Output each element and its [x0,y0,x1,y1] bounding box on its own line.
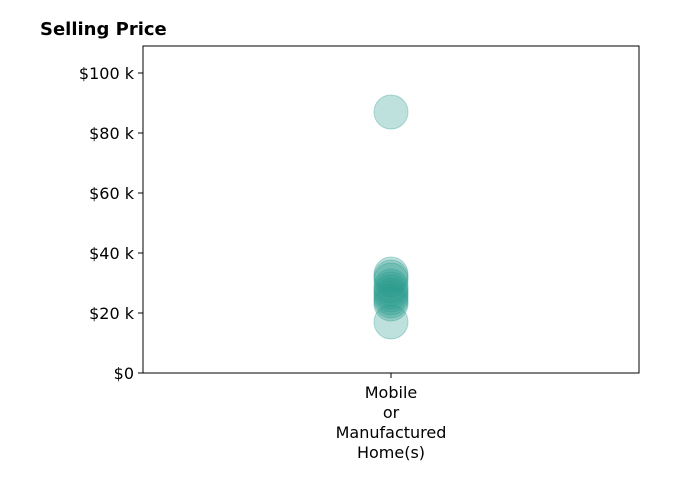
y-tick-label: $0 [114,364,134,383]
x-category-label-line: Home(s) [357,443,425,462]
data-point [373,259,409,295]
y-tick-label: $20 k [89,304,135,323]
data-points [373,94,409,340]
x-category-label: Mobile or Manufactured Home(s) [336,383,447,462]
data-point [373,268,409,304]
data-point [373,277,409,313]
chart-title: Selling Price [40,19,167,40]
data-point [373,304,409,340]
x-category-label-line: Manufactured [336,423,447,442]
y-tick-label: $100 k [79,64,135,83]
x-axis: Mobile or Manufactured Home(s) [336,373,447,462]
y-tick-label: $80 k [89,124,135,143]
data-point [373,256,409,292]
x-category-label-line: Mobile [365,383,417,402]
data-point [373,286,409,322]
data-point [373,280,409,316]
data-point [373,283,409,319]
x-category-label-line: or [383,403,400,422]
y-tick-label: $60 k [89,184,135,203]
data-point [373,94,409,130]
y-axis: $0 $20 k $40 k $60 k $80 k $100 k [79,64,143,383]
data-point [373,274,409,310]
data-point [373,262,409,298]
data-point [373,271,409,307]
y-tick-label: $40 k [89,244,135,263]
